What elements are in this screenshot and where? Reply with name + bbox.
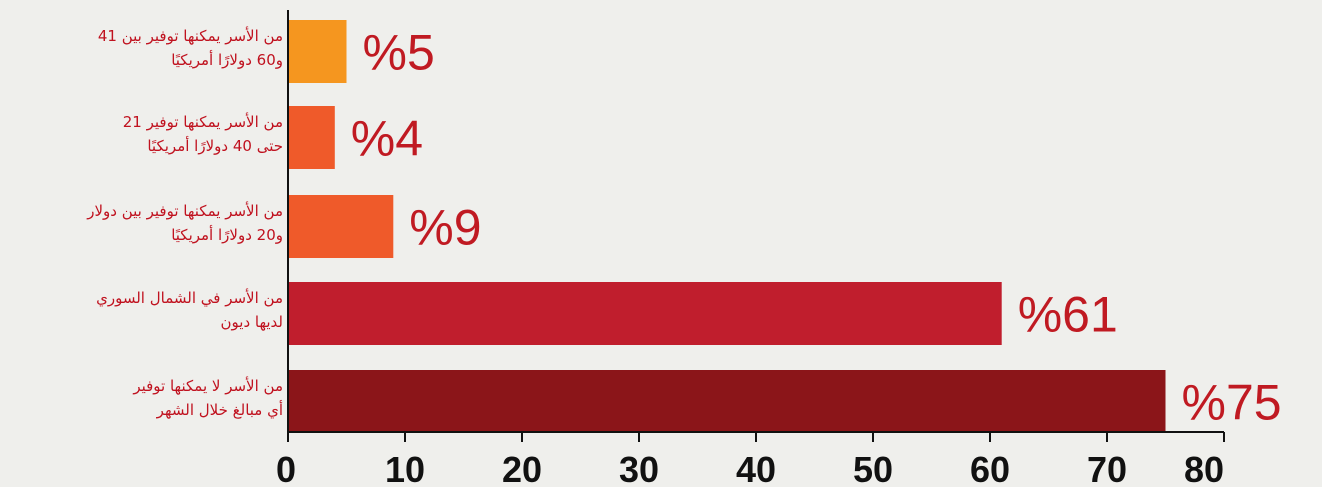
- category-label-line: و60 دولارًا أمريكيًا: [171, 51, 283, 69]
- x-tick-label-3: 30: [619, 449, 659, 487]
- bar-4: [288, 370, 1166, 433]
- value-label-0: %5: [363, 25, 435, 81]
- value-label-1: %4: [351, 111, 423, 167]
- x-tick-label-0: 0: [276, 449, 296, 487]
- category-label-line: من الأسر في الشمال السوري: [96, 289, 283, 307]
- category-label-line: من الأسر يمكنها توفير بين دولار: [87, 202, 283, 220]
- bar-0: [288, 20, 347, 83]
- x-tick-label-5: 50: [853, 449, 893, 487]
- category-label-line: من الأسر يمكنها توفير بين 41: [97, 27, 283, 45]
- value-label-3: %61: [1018, 287, 1118, 343]
- x-tick-label-1: 10: [385, 449, 425, 487]
- bar-3: [288, 282, 1002, 345]
- category-label-line: من الأسر لا يمكنها توفير: [133, 377, 283, 395]
- category-label-line: أي مبالغ خلال الشهر: [156, 401, 283, 419]
- category-label-line: و20 دولارًا أمريكيًا: [171, 226, 283, 244]
- bar-1: [288, 106, 335, 169]
- x-tick-label-4: 40: [736, 449, 776, 487]
- x-tick-label-6: 60: [970, 449, 1010, 487]
- bar-2: [288, 195, 394, 258]
- category-label-3: من الأسر في الشمال السوري لديها ديون: [3, 286, 283, 334]
- category-label-line: حتى 40 دولارًا أمريكيًا: [147, 137, 283, 155]
- category-label-line: من الأسر يمكنها توفير 21: [122, 113, 283, 131]
- x-tick-label-7: 70: [1087, 449, 1127, 487]
- value-label-2: %9: [409, 200, 481, 256]
- category-label-0: من الأسر يمكنها توفير بين 41 و60 دولارًا …: [3, 24, 283, 72]
- x-tick-label-2: 20: [502, 449, 542, 487]
- x-tick-label-8: 80: [1184, 449, 1224, 487]
- category-label-2: من الأسر يمكنها توفير بين دولار و20 دولار…: [3, 199, 283, 247]
- category-label-4: من الأسر لا يمكنها توفير أي مبالغ خلال ال…: [3, 374, 283, 422]
- category-label-1: من الأسر يمكنها توفير 21 حتى 40 دولارًا أ…: [3, 110, 283, 158]
- category-label-line: لديها ديون: [220, 313, 284, 331]
- value-label-4: %75: [1182, 375, 1282, 431]
